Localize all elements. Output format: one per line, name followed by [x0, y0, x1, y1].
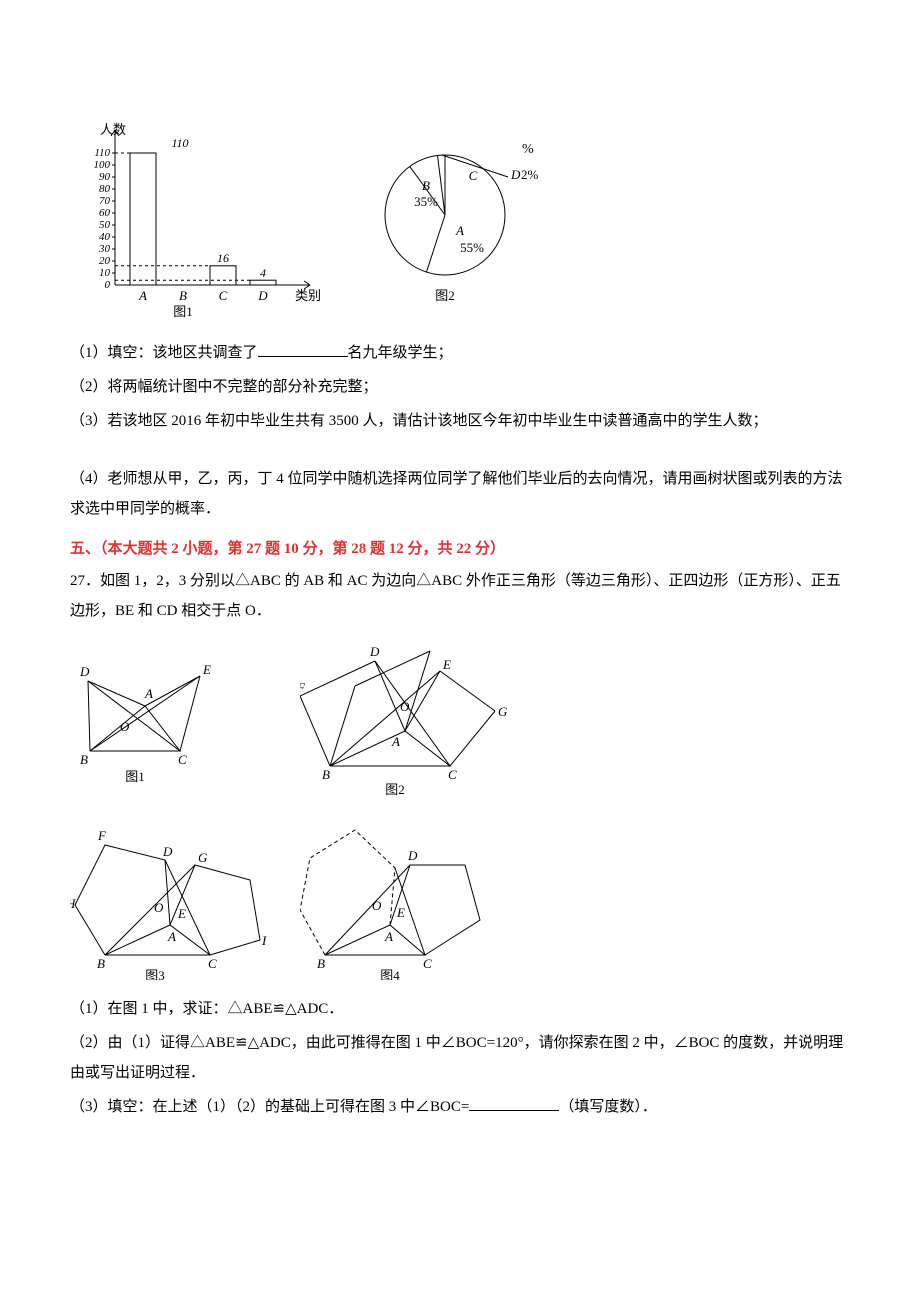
svg-text:D: D — [162, 844, 173, 859]
svg-text:A: A — [167, 929, 176, 944]
svg-text:F: F — [300, 680, 306, 695]
svg-text:D: D — [79, 664, 90, 679]
svg-text:A: A — [384, 929, 393, 944]
svg-text:F: F — [97, 828, 107, 843]
geom-fig4: B C A D E O 图4 — [300, 810, 490, 980]
q27-blank — [469, 1096, 559, 1111]
bar-cat-d: D — [257, 288, 268, 303]
section5-heading: 五、（本大题共 2 小题，第 27 题 10 分，第 28 题 12 分，共 2… — [70, 534, 850, 564]
svg-text:100: 100 — [94, 159, 111, 171]
q27-p3: （3）填空：在上述（1）（2）的基础上可得在图 3 中∠BOC= （填写度数）． — [70, 1092, 850, 1122]
fig2-label: 图2 — [385, 782, 405, 796]
svg-text:80: 80 — [99, 183, 111, 195]
fig1-label: 图1 — [125, 769, 145, 784]
svg-text:110: 110 — [94, 147, 110, 159]
svg-text:30: 30 — [98, 243, 111, 255]
svg-text:0: 0 — [105, 279, 111, 291]
svg-text:O: O — [372, 898, 382, 913]
bar-cat-a: A — [138, 288, 147, 303]
svg-text:B: B — [322, 767, 330, 782]
svg-text:B: B — [80, 752, 88, 767]
svg-text:C: C — [469, 168, 478, 183]
q26-p1: （1）填空：该地区共调查了 名九年级学生； — [70, 338, 850, 368]
svg-text:50: 50 — [99, 219, 111, 231]
q26-blank1 — [258, 342, 348, 357]
svg-text:D: D — [510, 167, 521, 182]
q27-stem: 27．如图 1，2，3 分别以△ABC 的 AB 和 AC 为边向△ABC 外作… — [70, 566, 850, 626]
bar-y-label: 人数 — [100, 122, 126, 137]
svg-text:A: A — [455, 223, 464, 238]
fig4-label: 图4 — [380, 968, 400, 980]
svg-text:I: I — [261, 933, 267, 948]
q26-p1-text: （1）填空：该地区共调查了 — [70, 345, 258, 361]
pie-d-pct: 2% — [521, 167, 539, 182]
pie-chart: A 55% B 35% C D 2% % 图2 — [360, 130, 540, 310]
bar-chart: 0 10 20 30 40 50 60 70 80 90 100 110 — [70, 120, 330, 320]
svg-text:E: E — [202, 662, 211, 677]
q27-p2: （2）由（1）证得△ABE≌△ADC，由此可推得在图 1 中∠BOC=120°，… — [70, 1028, 850, 1088]
svg-text:D: D — [407, 848, 418, 863]
svg-text:O: O — [154, 900, 164, 915]
svg-text:A: A — [144, 686, 153, 701]
geom-fig2: B C A D F E G O 图2 — [300, 636, 510, 796]
svg-text:O: O — [120, 719, 130, 734]
svg-text:90: 90 — [99, 171, 111, 183]
bar-cat-b: B — [179, 288, 187, 303]
svg-text:D: D — [369, 644, 380, 659]
bar-cat-c: C — [219, 288, 228, 303]
geom-fig3: B C A D E F H G I O 图3 — [70, 810, 270, 980]
svg-text:G: G — [498, 704, 508, 719]
bar-value-c: 16 — [217, 251, 229, 265]
svg-text:E: E — [396, 905, 405, 920]
stats-figure-block: 0 10 20 30 40 50 60 70 80 90 100 110 — [70, 120, 850, 320]
svg-text:O: O — [400, 699, 410, 714]
svg-text:40: 40 — [99, 231, 111, 243]
svg-text:70: 70 — [99, 195, 111, 207]
svg-text:60: 60 — [99, 207, 111, 219]
q26-p4: （4）老师想从甲，乙，丙，丁 4 位同学中随机选择两位同学了解他们毕业后的去向情… — [70, 464, 850, 524]
bar-value-d: 4 — [260, 266, 266, 280]
svg-text:10: 10 — [99, 267, 111, 279]
svg-text:E: E — [177, 906, 186, 921]
bar-sub-label: 图1 — [173, 304, 193, 319]
pie-pct-symbol: % — [522, 142, 534, 157]
svg-text:C: C — [423, 956, 432, 971]
svg-text:B: B — [97, 956, 105, 971]
fig3-label: 图3 — [145, 968, 165, 980]
svg-text:H: H — [70, 896, 76, 911]
q26-p3: （3）若该地区 2016 年初中毕业生共有 3500 人，请估计该地区今年初中毕… — [70, 406, 850, 436]
svg-text:B: B — [422, 178, 430, 193]
svg-text:A: A — [391, 734, 400, 749]
q26-p2: （2）将两幅统计图中不完整的部分补充完整； — [70, 372, 850, 402]
svg-text:E: E — [442, 657, 451, 672]
svg-text:C: C — [448, 767, 457, 782]
pie-b-pct: 35% — [414, 194, 438, 209]
pie-sub-label: 图2 — [435, 288, 455, 303]
bar-x-label: 类别 — [295, 288, 321, 303]
geometry-figures: B C A D E O 图1 — [70, 636, 500, 980]
svg-text:C: C — [208, 956, 217, 971]
svg-text:20: 20 — [99, 255, 111, 267]
q26-p1-tail: 名九年级学生； — [348, 345, 453, 361]
q27-p3-pre: （3）填空：在上述（1）（2）的基础上可得在图 3 中∠BOC= — [70, 1099, 469, 1115]
bar-value-a: 110 — [171, 136, 188, 150]
svg-text:C: C — [178, 752, 187, 767]
geom-fig1: B C A D E O 图1 — [70, 636, 240, 786]
pie-a-pct: 55% — [460, 240, 484, 255]
svg-text:B: B — [317, 956, 325, 971]
svg-text:G: G — [198, 850, 208, 865]
q27-p3-tail: （填写度数）． — [559, 1099, 657, 1115]
q27-p1: （1）在图 1 中，求证：△ABE≌△ADC． — [70, 994, 850, 1024]
